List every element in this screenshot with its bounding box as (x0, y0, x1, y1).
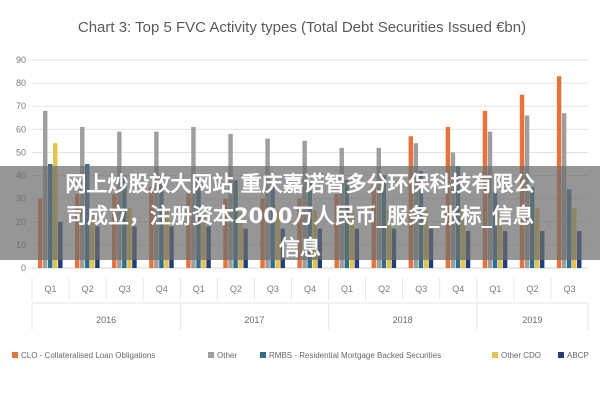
legend-swatch (260, 352, 266, 358)
chart-legend: CLO - Collateralised Loan Obligations Oth… (12, 351, 589, 360)
legend-swatch (558, 352, 564, 358)
legend-swatch (12, 352, 18, 358)
overlay-caption: 网上炒股放大网站 重庆嘉诺智多分环保科技有限公 司成立，注册资本2000万人民币… (0, 168, 600, 264)
x-tick-label: Q4 (304, 284, 316, 294)
overlay-line-2: 司成立，注册资本2000万人民币_服务_张标_信息 (66, 204, 534, 228)
x-tick-label: Q1 (489, 284, 501, 294)
overlay-line-3: 信息 (279, 236, 321, 260)
y-tick-label: 60 (16, 124, 26, 134)
x-tick-label: Q3 (267, 284, 279, 294)
overlay-banner (0, 166, 600, 260)
legend-label: CLO - Collateralised Loan Obligations (21, 351, 155, 360)
y-tick-label: 80 (16, 78, 26, 88)
x-tick-label: Q3 (119, 284, 131, 294)
year-label: 2018 (393, 315, 413, 325)
x-axis-year-groups: 2016 2017 2018 2019 (31, 303, 589, 330)
legend-swatch (492, 352, 498, 358)
y-tick-label: 50 (16, 147, 26, 157)
x-tick-label: Q2 (230, 284, 242, 294)
x-tick-label: Q1 (341, 284, 353, 294)
legend-label: Other CDO (501, 351, 541, 360)
overlay-line-1: 网上炒股放大网站 重庆嘉诺智多分环保科技有限公 (65, 172, 535, 196)
y-tick-label: 70 (16, 101, 26, 111)
x-axis-quarter-ticks: Q1 Q2 Q3 Q4 Q1 Q2 Q3 Q4 Q1 Q2 Q3 Q4 Q1 Q2 Q3 (31, 278, 588, 304)
x-tick-label: Q1 (193, 284, 205, 294)
x-tick-label: Q2 (82, 284, 94, 294)
x-tick-label: Q3 (415, 284, 427, 294)
legend-label: Other (217, 351, 237, 360)
year-label: 2016 (96, 315, 116, 325)
legend-swatch (208, 352, 214, 358)
legend-label: RMBS - Residential Mortgage Backed Secur… (269, 351, 441, 360)
x-tick-label: Q4 (452, 284, 464, 294)
y-tick-label: 0 (21, 263, 26, 273)
x-tick-label: Q4 (156, 284, 168, 294)
chart-title: Chart 3: Top 5 FVC Activity types (Total… (78, 19, 526, 36)
x-tick-label: Q1 (45, 284, 57, 294)
x-tick-label: Q3 (563, 284, 575, 294)
y-tick-label: 90 (16, 55, 26, 65)
x-tick-label: Q2 (526, 284, 538, 294)
legend-label: ABCP (567, 351, 589, 360)
year-label: 2019 (522, 315, 542, 325)
year-label: 2017 (244, 315, 264, 325)
x-tick-label: Q2 (378, 284, 390, 294)
